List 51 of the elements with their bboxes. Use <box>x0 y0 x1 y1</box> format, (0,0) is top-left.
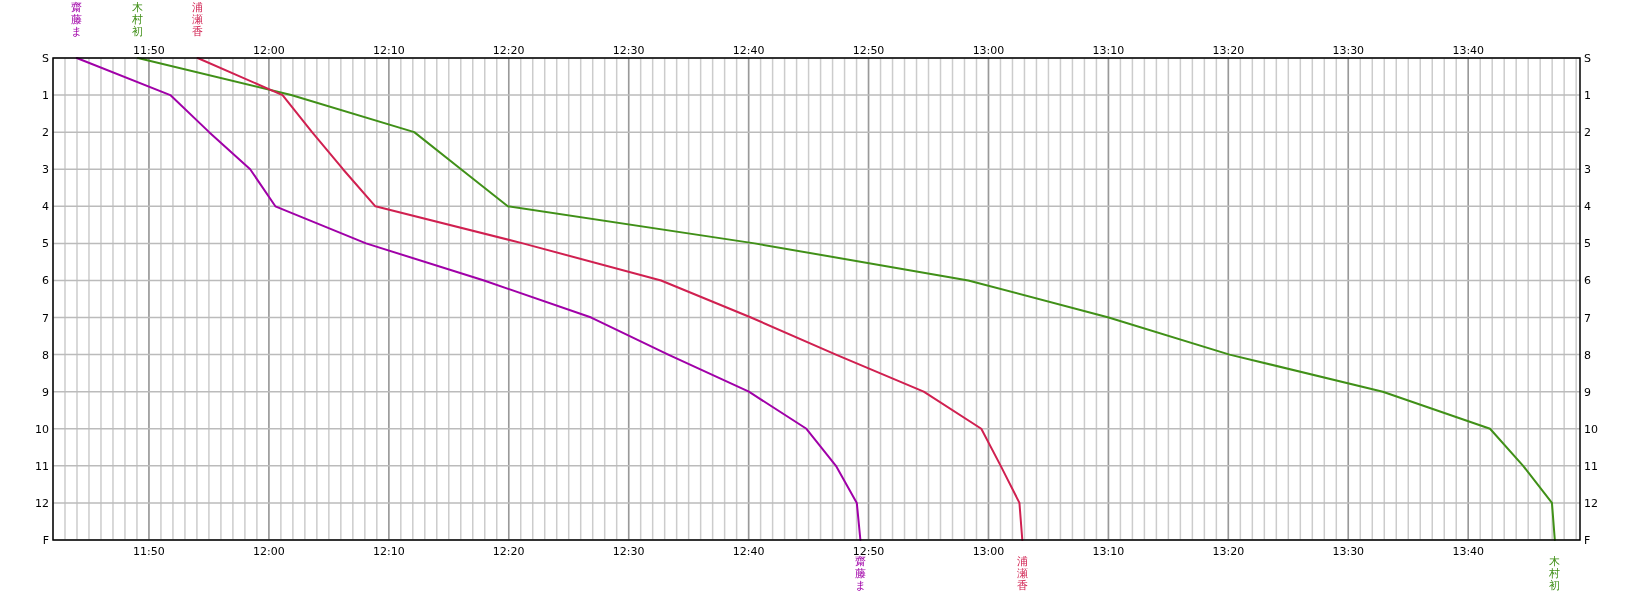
y-tick-label: 3 <box>42 163 49 177</box>
x2-tick-label: 11:50 <box>133 545 165 558</box>
y-tick-label: 7 <box>42 311 49 325</box>
y-tick-label: 10 <box>35 422 49 436</box>
x2-tick-label: 12:40 <box>732 545 765 558</box>
y-tick-label: 1 <box>42 89 49 103</box>
y2-tick-label: F <box>1584 534 1591 547</box>
x2-tick-label: 12:10 <box>372 545 405 558</box>
y-tick-label: F <box>42 534 49 547</box>
x-tick-label: 13:10 <box>1092 44 1125 57</box>
y-tick-label: 11 <box>35 459 49 473</box>
x2-tick-label: 12:20 <box>492 545 525 558</box>
x2-tick-label: 12:00 <box>253 545 285 558</box>
y-tick-label: 9 <box>42 385 49 399</box>
x-tick-label: 12:30 <box>612 44 645 57</box>
y-tick-label: 8 <box>42 348 49 362</box>
x-tick-label: 11:50 <box>133 44 165 57</box>
y2-tick-label: 8 <box>1584 348 1591 362</box>
y2-tick-label: 4 <box>1584 200 1591 214</box>
y-tick-label: 2 <box>42 126 49 140</box>
y2-tick-label: S <box>1584 52 1591 65</box>
y2-tick-label: 1 <box>1584 89 1591 103</box>
x2-tick-label: 13:30 <box>1332 545 1365 558</box>
x2-tick-label: 13:40 <box>1452 545 1485 558</box>
y2-tick-label: 11 <box>1584 459 1598 473</box>
x-tick-label: 12:40 <box>732 44 765 57</box>
x-tick-label: 13:30 <box>1332 44 1365 57</box>
x2-tick-label: 13:10 <box>1092 545 1125 558</box>
y2-tick-label: 10 <box>1584 422 1598 436</box>
y-tick-label: 5 <box>42 237 49 251</box>
y-tick-label: 4 <box>42 200 49 214</box>
x2-tick-label: 13:20 <box>1212 545 1245 558</box>
y2-tick-label: 6 <box>1584 274 1591 288</box>
x-tick-label: 12:00 <box>253 44 285 57</box>
x2-tick-label: 12:30 <box>612 545 645 558</box>
y2-tick-label: 9 <box>1584 385 1591 399</box>
x-tick-label: 13:40 <box>1452 44 1485 57</box>
y2-tick-label: 5 <box>1584 237 1591 251</box>
x-tick-label: 12:50 <box>852 44 885 57</box>
y2-tick-label: 3 <box>1584 163 1591 177</box>
x-tick-label: 13:00 <box>972 44 1005 57</box>
x-tick-label: 12:10 <box>372 44 405 57</box>
y-tick-label: 12 <box>35 496 49 510</box>
y2-tick-label: 7 <box>1584 311 1591 325</box>
x-tick-label: 13:20 <box>1212 44 1245 57</box>
y2-tick-label: 2 <box>1584 126 1591 140</box>
y-tick-label: 6 <box>42 274 49 288</box>
x-tick-label: 12:20 <box>492 44 525 57</box>
y-tick-label: S <box>42 52 50 65</box>
y2-tick-label: 12 <box>1584 496 1598 510</box>
x2-tick-label: 13:00 <box>972 545 1005 558</box>
